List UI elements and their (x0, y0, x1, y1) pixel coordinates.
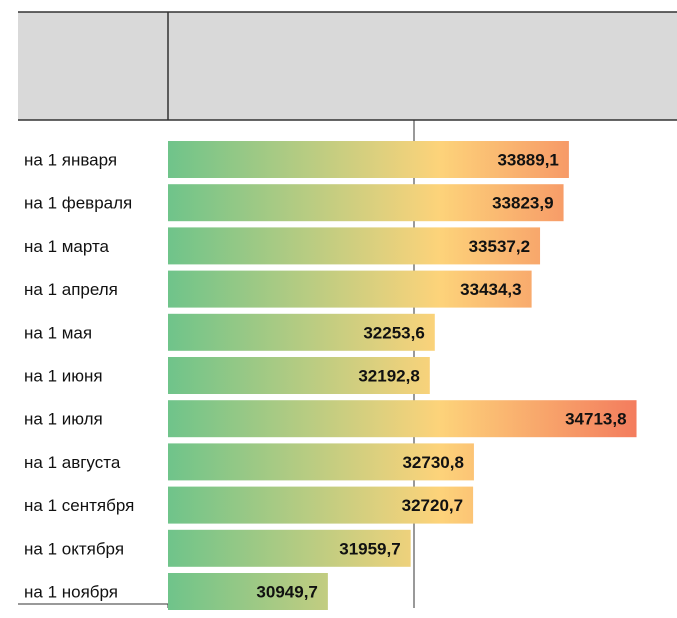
bar (168, 443, 474, 481)
category-label: на 1 марта (24, 237, 110, 256)
bar (168, 400, 637, 438)
value-label: 33889,1 (497, 151, 558, 170)
value-label: 32730,8 (402, 453, 463, 472)
bar (168, 313, 435, 351)
bars-group: на 1 января 33889,1 на 1 февраля 33823,9 на … (24, 141, 637, 610)
bar (168, 270, 532, 308)
value-label: 31959,7 (339, 539, 400, 558)
category-label: на 1 октября (24, 539, 124, 558)
bar (168, 357, 430, 394)
value-label: 34713,8 (565, 410, 626, 429)
bar (168, 184, 564, 222)
category-label: на 1 мая (24, 323, 92, 342)
value-label: 32253,6 (363, 323, 424, 342)
category-label: на 1 апреля (24, 280, 118, 299)
category-label: на 1 июля (24, 410, 103, 429)
bar (168, 141, 569, 178)
category-label: на 1 июня (24, 367, 103, 386)
category-label: на 1 августа (24, 453, 121, 472)
bar (168, 529, 411, 567)
value-label: 30949,7 (256, 583, 317, 602)
bar (168, 486, 474, 524)
value-label: 33537,2 (469, 237, 530, 256)
value-label: 33434,3 (460, 280, 521, 299)
category-label: на 1 февраля (24, 194, 132, 213)
header-band (18, 12, 677, 120)
category-label: на 1 ноября (24, 583, 118, 602)
bar (168, 573, 328, 610)
value-label: 32720,7 (402, 496, 463, 515)
bar (168, 227, 541, 265)
value-label: 33823,9 (492, 194, 553, 213)
value-label: 32192,8 (358, 367, 419, 386)
category-label: на 1 января (24, 151, 117, 170)
category-label: на 1 сентября (24, 496, 134, 515)
